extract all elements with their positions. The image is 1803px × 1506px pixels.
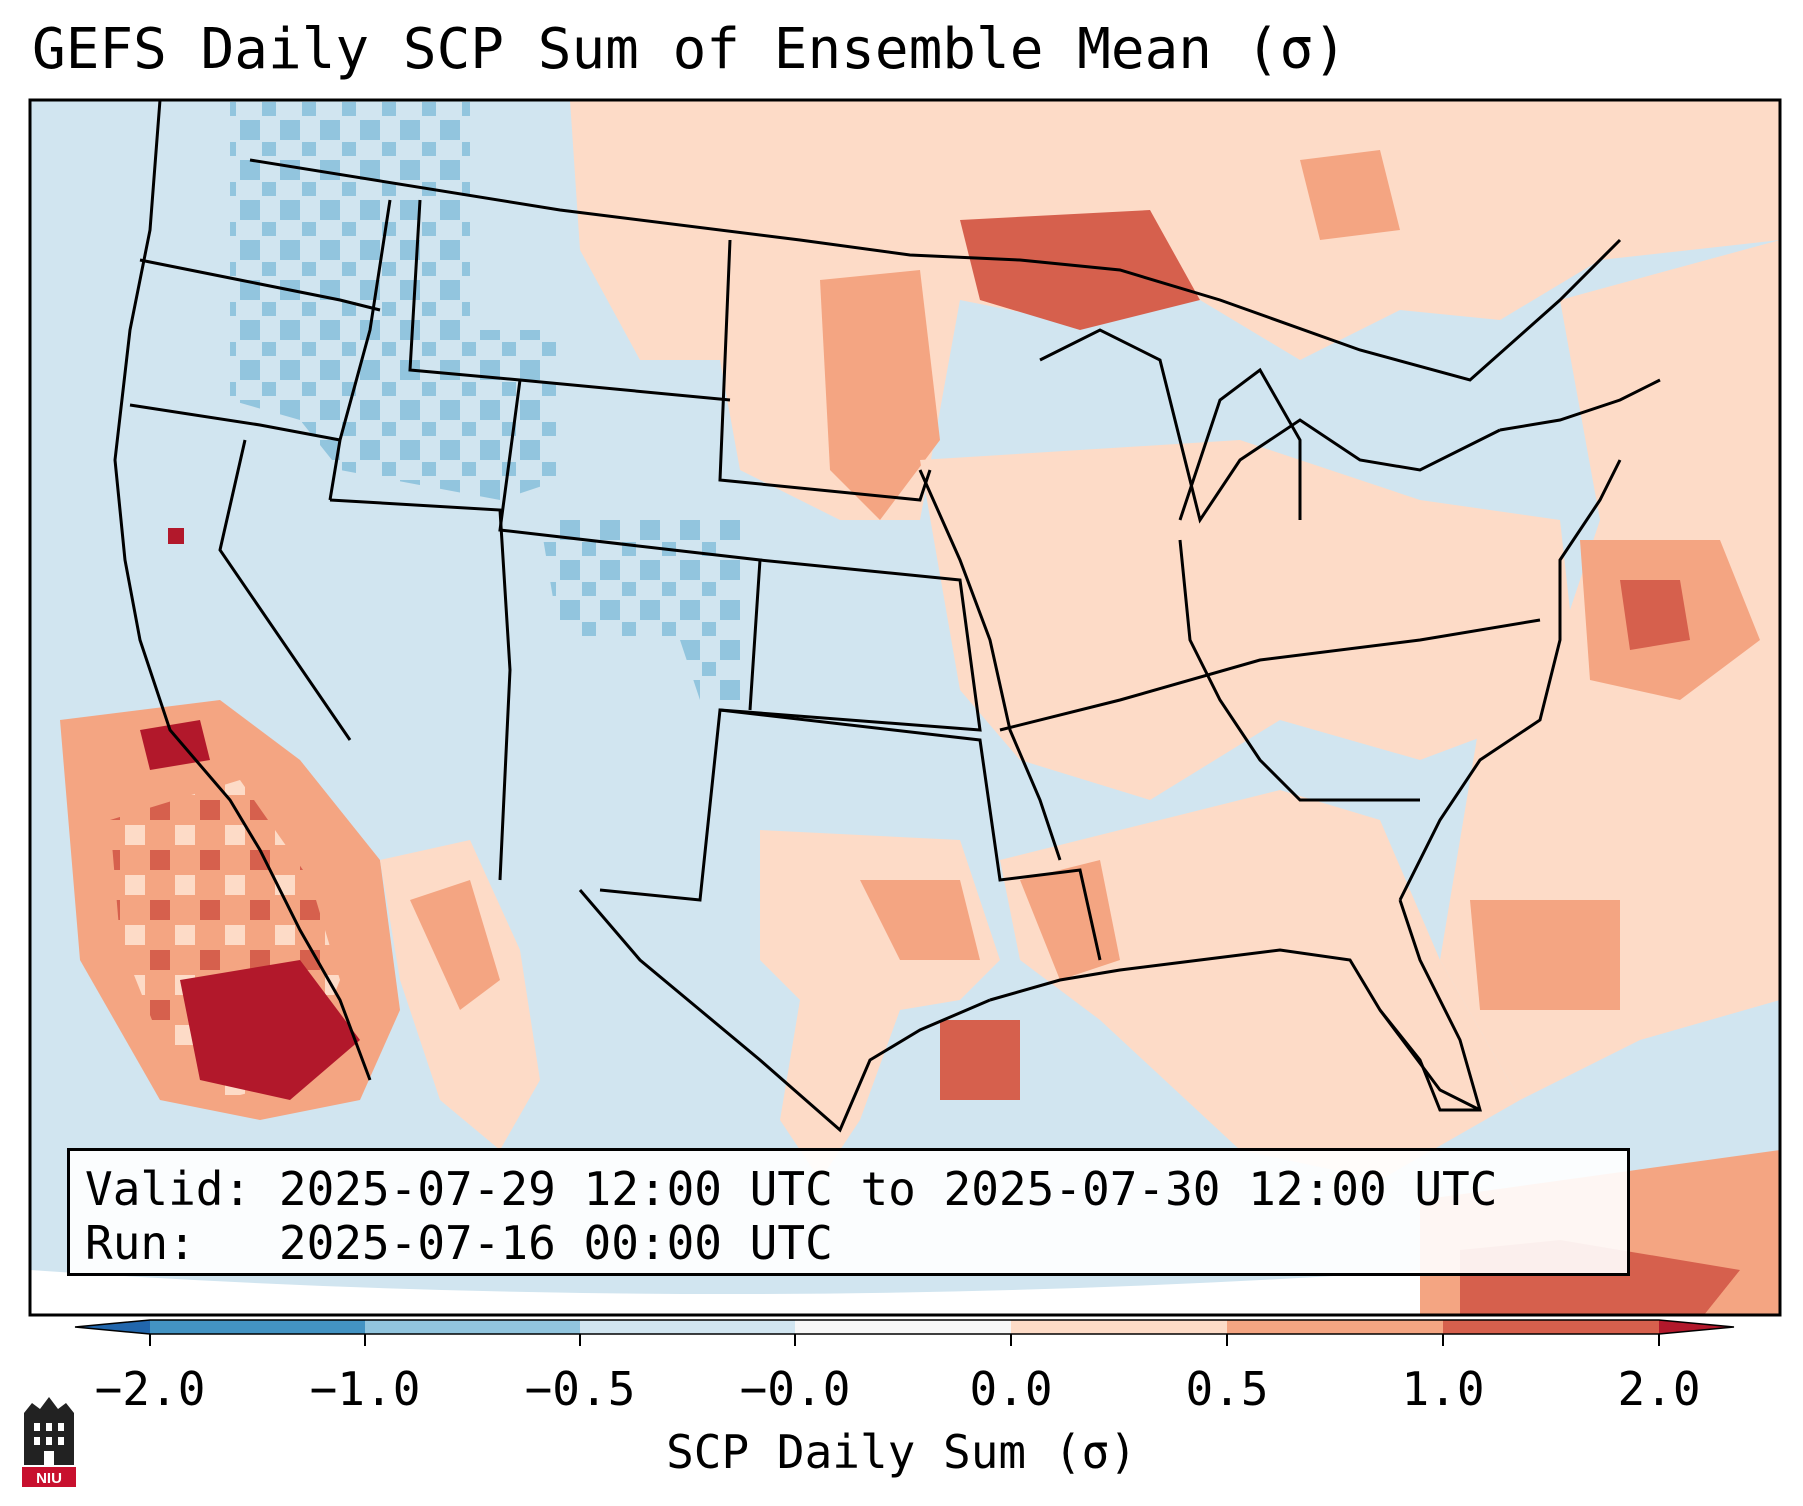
colorbar-tick-label: −0.5 bbox=[524, 1362, 636, 1416]
colorbar-bin bbox=[795, 1320, 1011, 1334]
colorbar-bin bbox=[365, 1320, 580, 1334]
montana-south bbox=[408, 199, 731, 402]
colorbar-tick-label: 2.0 bbox=[1617, 1362, 1701, 1416]
map-frame bbox=[28, 98, 1782, 1317]
colorbar-label: SCP Daily Sum (σ) bbox=[666, 1425, 1137, 1479]
red-region-superior bbox=[960, 210, 1200, 330]
blue-region-northwest bbox=[230, 100, 560, 500]
wyoming bbox=[498, 379, 762, 711]
salmon-region-sonora bbox=[410, 880, 500, 1010]
oregon-south bbox=[129, 403, 341, 442]
idaho-west bbox=[328, 199, 392, 501]
east-coast bbox=[1398, 459, 1622, 901]
salmon-region-dakotas bbox=[820, 270, 940, 520]
mississippi bbox=[918, 469, 1062, 861]
colorbar-bin bbox=[580, 1320, 795, 1334]
appalachian bbox=[1178, 539, 1420, 802]
map-field bbox=[30, 100, 1780, 1315]
nevada-california bbox=[218, 439, 352, 741]
great-lakes bbox=[1039, 328, 1501, 524]
colorbar-tick-label: −0.0 bbox=[739, 1362, 851, 1416]
southern-plains bbox=[719, 708, 1102, 961]
borders bbox=[113, 100, 1661, 1133]
valid-run-info-box: Valid: 2025-07-29 12:00 UTC to 2025-07-3… bbox=[67, 1148, 1630, 1276]
valid-value: 2025-07-29 12:00 UTC to 2025-07-30 12:00… bbox=[278, 1162, 1498, 1216]
ohio-tennessee bbox=[999, 618, 1541, 732]
central-lines bbox=[599, 558, 982, 902]
colorbar-under-arrow bbox=[75, 1320, 150, 1334]
salmon-region-texas bbox=[860, 880, 980, 960]
map-title: GEFS Daily SCP Sum of Ensemble Mean (σ) bbox=[32, 17, 1347, 82]
pink-region-southeast bbox=[1000, 790, 1520, 1180]
great-basin-south bbox=[329, 498, 512, 881]
dakotas bbox=[718, 239, 932, 502]
valid-label: Valid: bbox=[85, 1162, 252, 1216]
colorbar-bin bbox=[150, 1320, 365, 1334]
projection-edge bbox=[30, 1240, 1780, 1315]
logo-text: NIU bbox=[36, 1470, 62, 1487]
colorbar-tick-label: 0.0 bbox=[969, 1362, 1053, 1416]
colorbar-bin bbox=[1227, 1320, 1443, 1334]
rio-grande bbox=[578, 889, 991, 1133]
red-region-atlantic bbox=[1620, 580, 1690, 650]
washington-oregon bbox=[139, 258, 381, 312]
red-region-gulf-texas bbox=[940, 1020, 1020, 1100]
colorbar-tick-label: 1.0 bbox=[1401, 1362, 1485, 1416]
michigan bbox=[1178, 367, 1302, 521]
salmon-region-louisiana bbox=[1020, 860, 1120, 980]
florida bbox=[1378, 899, 1482, 1112]
colorbar-tick-label: −1.0 bbox=[309, 1362, 421, 1416]
colorbar-bin bbox=[1443, 1320, 1659, 1334]
niu-logo-icon: NIU bbox=[22, 1397, 76, 1487]
colorbar bbox=[74, 1319, 1735, 1346]
blue-region-colorado bbox=[540, 520, 740, 700]
run-label: Run: bbox=[85, 1216, 196, 1270]
darkred-region-baja bbox=[180, 960, 360, 1100]
darkred-pixel-nevada bbox=[168, 528, 184, 544]
canada-border bbox=[249, 158, 1622, 382]
colorbar-tick-label: 0.5 bbox=[1185, 1362, 1269, 1416]
colorbar-tick-label: −2.0 bbox=[94, 1362, 206, 1416]
run-value: 2025-07-16 00:00 UTC bbox=[278, 1216, 833, 1270]
colorbar-bin bbox=[1011, 1320, 1227, 1334]
northeast bbox=[1499, 378, 1661, 432]
west-coast bbox=[113, 100, 372, 1081]
colorbar-over-arrow bbox=[1659, 1320, 1734, 1334]
salmon-region-ontario bbox=[1300, 150, 1400, 240]
salmon-region-offshore bbox=[1470, 900, 1620, 1010]
